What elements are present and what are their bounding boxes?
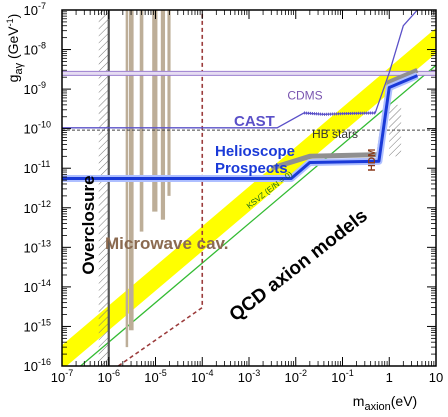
y-tick-label: 10-8 (24, 41, 46, 58)
x-tick-label: 10-4 (191, 368, 213, 385)
microwave-cavity-bar (152, 10, 158, 212)
x-tick-label: 10-7 (51, 368, 73, 385)
x-tick-label: 10-5 (144, 368, 166, 385)
axes: 10-7 10-6 10-5 10-4 10-3 10-2 10-1 1 1010-1610-1… (5, 1, 443, 413)
x-tick-label: 10-3 (238, 368, 260, 385)
y-tick-label: 10-16 (24, 357, 51, 374)
cdms-line (62, 70, 436, 76)
x-tick-label: 10-1 (331, 368, 353, 385)
x-axis-label: maxion(eV) (353, 393, 417, 413)
ksvz-line (79, 64, 436, 366)
microwave-cavity-bar (128, 10, 134, 331)
hdm-hatch (389, 104, 402, 157)
helioscope-prospects-line (62, 74, 418, 180)
plot-area (62, 10, 436, 366)
y-tick-label: 10-13 (24, 238, 51, 255)
microwave-cavity-bar (167, 10, 171, 196)
microwave-cavity-label: Microwave cav. (105, 234, 228, 253)
hb-stars-label: HB stars (312, 127, 358, 141)
x-tick-label: 10 (429, 370, 443, 385)
cast-noise (303, 111, 376, 116)
y-tick-label: 10-7 (24, 1, 46, 18)
microwave-cavity-bar (139, 10, 144, 232)
y-tick-label: 10-12 (24, 199, 51, 216)
qcd-band-label: QCD axion models (226, 205, 372, 326)
y-tick-label: 10-11 (24, 159, 51, 176)
x-tick-label: 10-6 (98, 368, 120, 385)
overclosure-hatch (98, 10, 109, 366)
microwave-cavity-bar (160, 10, 166, 220)
y-axis-label: gaγ (GeV-1) (5, 14, 25, 83)
x-tick-label: 1 (386, 370, 393, 385)
helioscope-prospects-label: Helioscope Prospects (215, 143, 295, 177)
y-tick-label: 10-10 (24, 120, 51, 137)
y-tick-label: 10-14 (24, 278, 51, 295)
overclosure-label: Overclosure (79, 175, 98, 274)
cdms-label: CDMS (287, 88, 322, 102)
cast-label: CAST (234, 113, 275, 130)
y-tick-label: 10-15 (24, 317, 51, 334)
y-tick-label: 10-9 (24, 80, 46, 97)
hdm-label: HDM (367, 149, 378, 172)
x-tick-label: 10-2 (285, 368, 307, 385)
